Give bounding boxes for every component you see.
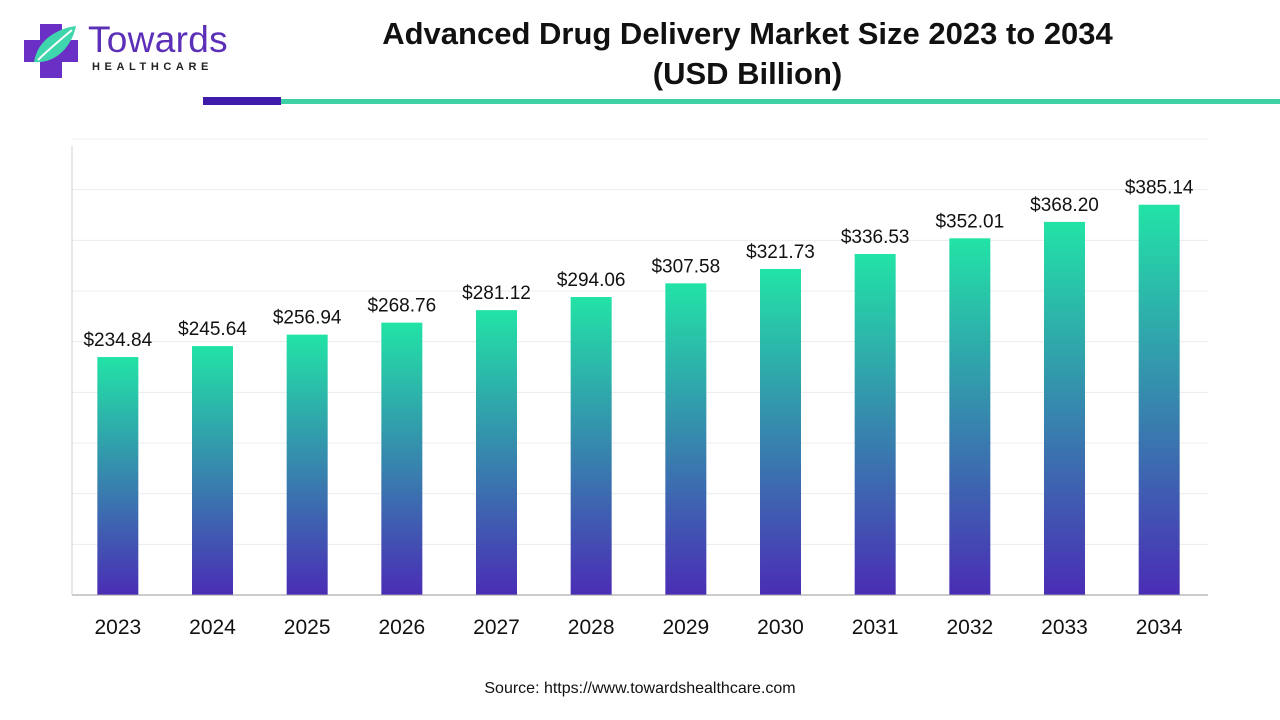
- x-tick-label-2026: 2026: [378, 616, 425, 639]
- title-underline-light: [281, 99, 1280, 104]
- value-label-2023: $234.84: [83, 330, 152, 351]
- value-label-2032: $352.01: [935, 211, 1004, 232]
- chart-x-labels: 2023 2024 2025 2026 2027 2028 2029 2030 2031 2032…: [94, 616, 1182, 639]
- bar-2034: [1138, 204, 1180, 595]
- value-label-2024: $245.64: [178, 319, 247, 340]
- x-tick-label-2032: 2032: [946, 616, 993, 639]
- bar-2026: [381, 322, 423, 595]
- page-title: Advanced Drug Delivery Market Size 2023 …: [300, 14, 1195, 94]
- bar-2029: [665, 283, 707, 595]
- value-label-2030: $321.73: [746, 242, 815, 263]
- title-line-1: Advanced Drug Delivery Market Size 2023 …: [382, 16, 1113, 51]
- bar-2025: [286, 334, 328, 595]
- x-tick-label-2033: 2033: [1041, 616, 1088, 639]
- value-label-2027: $281.12: [462, 283, 531, 304]
- value-label-2029: $307.58: [651, 256, 720, 277]
- bar-2033: [1044, 221, 1085, 595]
- value-label-2028: $294.06: [557, 270, 626, 291]
- x-tick-label-2031: 2031: [852, 616, 899, 639]
- value-label-2025: $256.94: [273, 308, 342, 329]
- value-label-2031: $336.53: [841, 227, 910, 248]
- bar-2027: [476, 310, 517, 595]
- chart-bars: [97, 204, 1180, 595]
- brand-tagline: HEALTHCARE: [92, 61, 213, 73]
- chart-value-labels: $234.84 $245.64 $256.94 $268.76 $281.12 $294.…: [83, 178, 1193, 351]
- title-underline-dark: [203, 97, 281, 105]
- x-tick-label-2028: 2028: [568, 616, 615, 639]
- x-tick-label-2025: 2025: [284, 616, 331, 639]
- value-label-2026: $268.76: [367, 296, 436, 317]
- source-note: Source: https://www.towardshealthcare.co…: [484, 680, 796, 697]
- medical-cross-leaf-icon: [24, 24, 78, 78]
- bar-2024: [192, 346, 233, 595]
- bar-2023: [97, 357, 139, 595]
- x-tick-label-2030: 2030: [757, 616, 804, 639]
- bar-2031: [854, 253, 896, 595]
- bar-2030: [760, 268, 801, 595]
- title-line-2: (USD Billion): [652, 56, 843, 91]
- chart-gridlines: [72, 138, 1208, 545]
- value-label-2034: $385.14: [1125, 178, 1194, 199]
- x-tick-label-2029: 2029: [662, 616, 709, 639]
- x-tick-label-2034: 2034: [1136, 616, 1183, 639]
- x-tick-label-2023: 2023: [94, 616, 141, 639]
- x-tick-label-2024: 2024: [189, 616, 236, 639]
- value-label-2033: $368.20: [1030, 195, 1099, 216]
- bar-2032: [949, 238, 991, 595]
- brand-name: Towards: [88, 19, 228, 60]
- x-tick-label-2027: 2027: [473, 616, 520, 639]
- brand-logo: Towards HEALTHCARE: [20, 18, 250, 82]
- bar-2028: [570, 297, 612, 595]
